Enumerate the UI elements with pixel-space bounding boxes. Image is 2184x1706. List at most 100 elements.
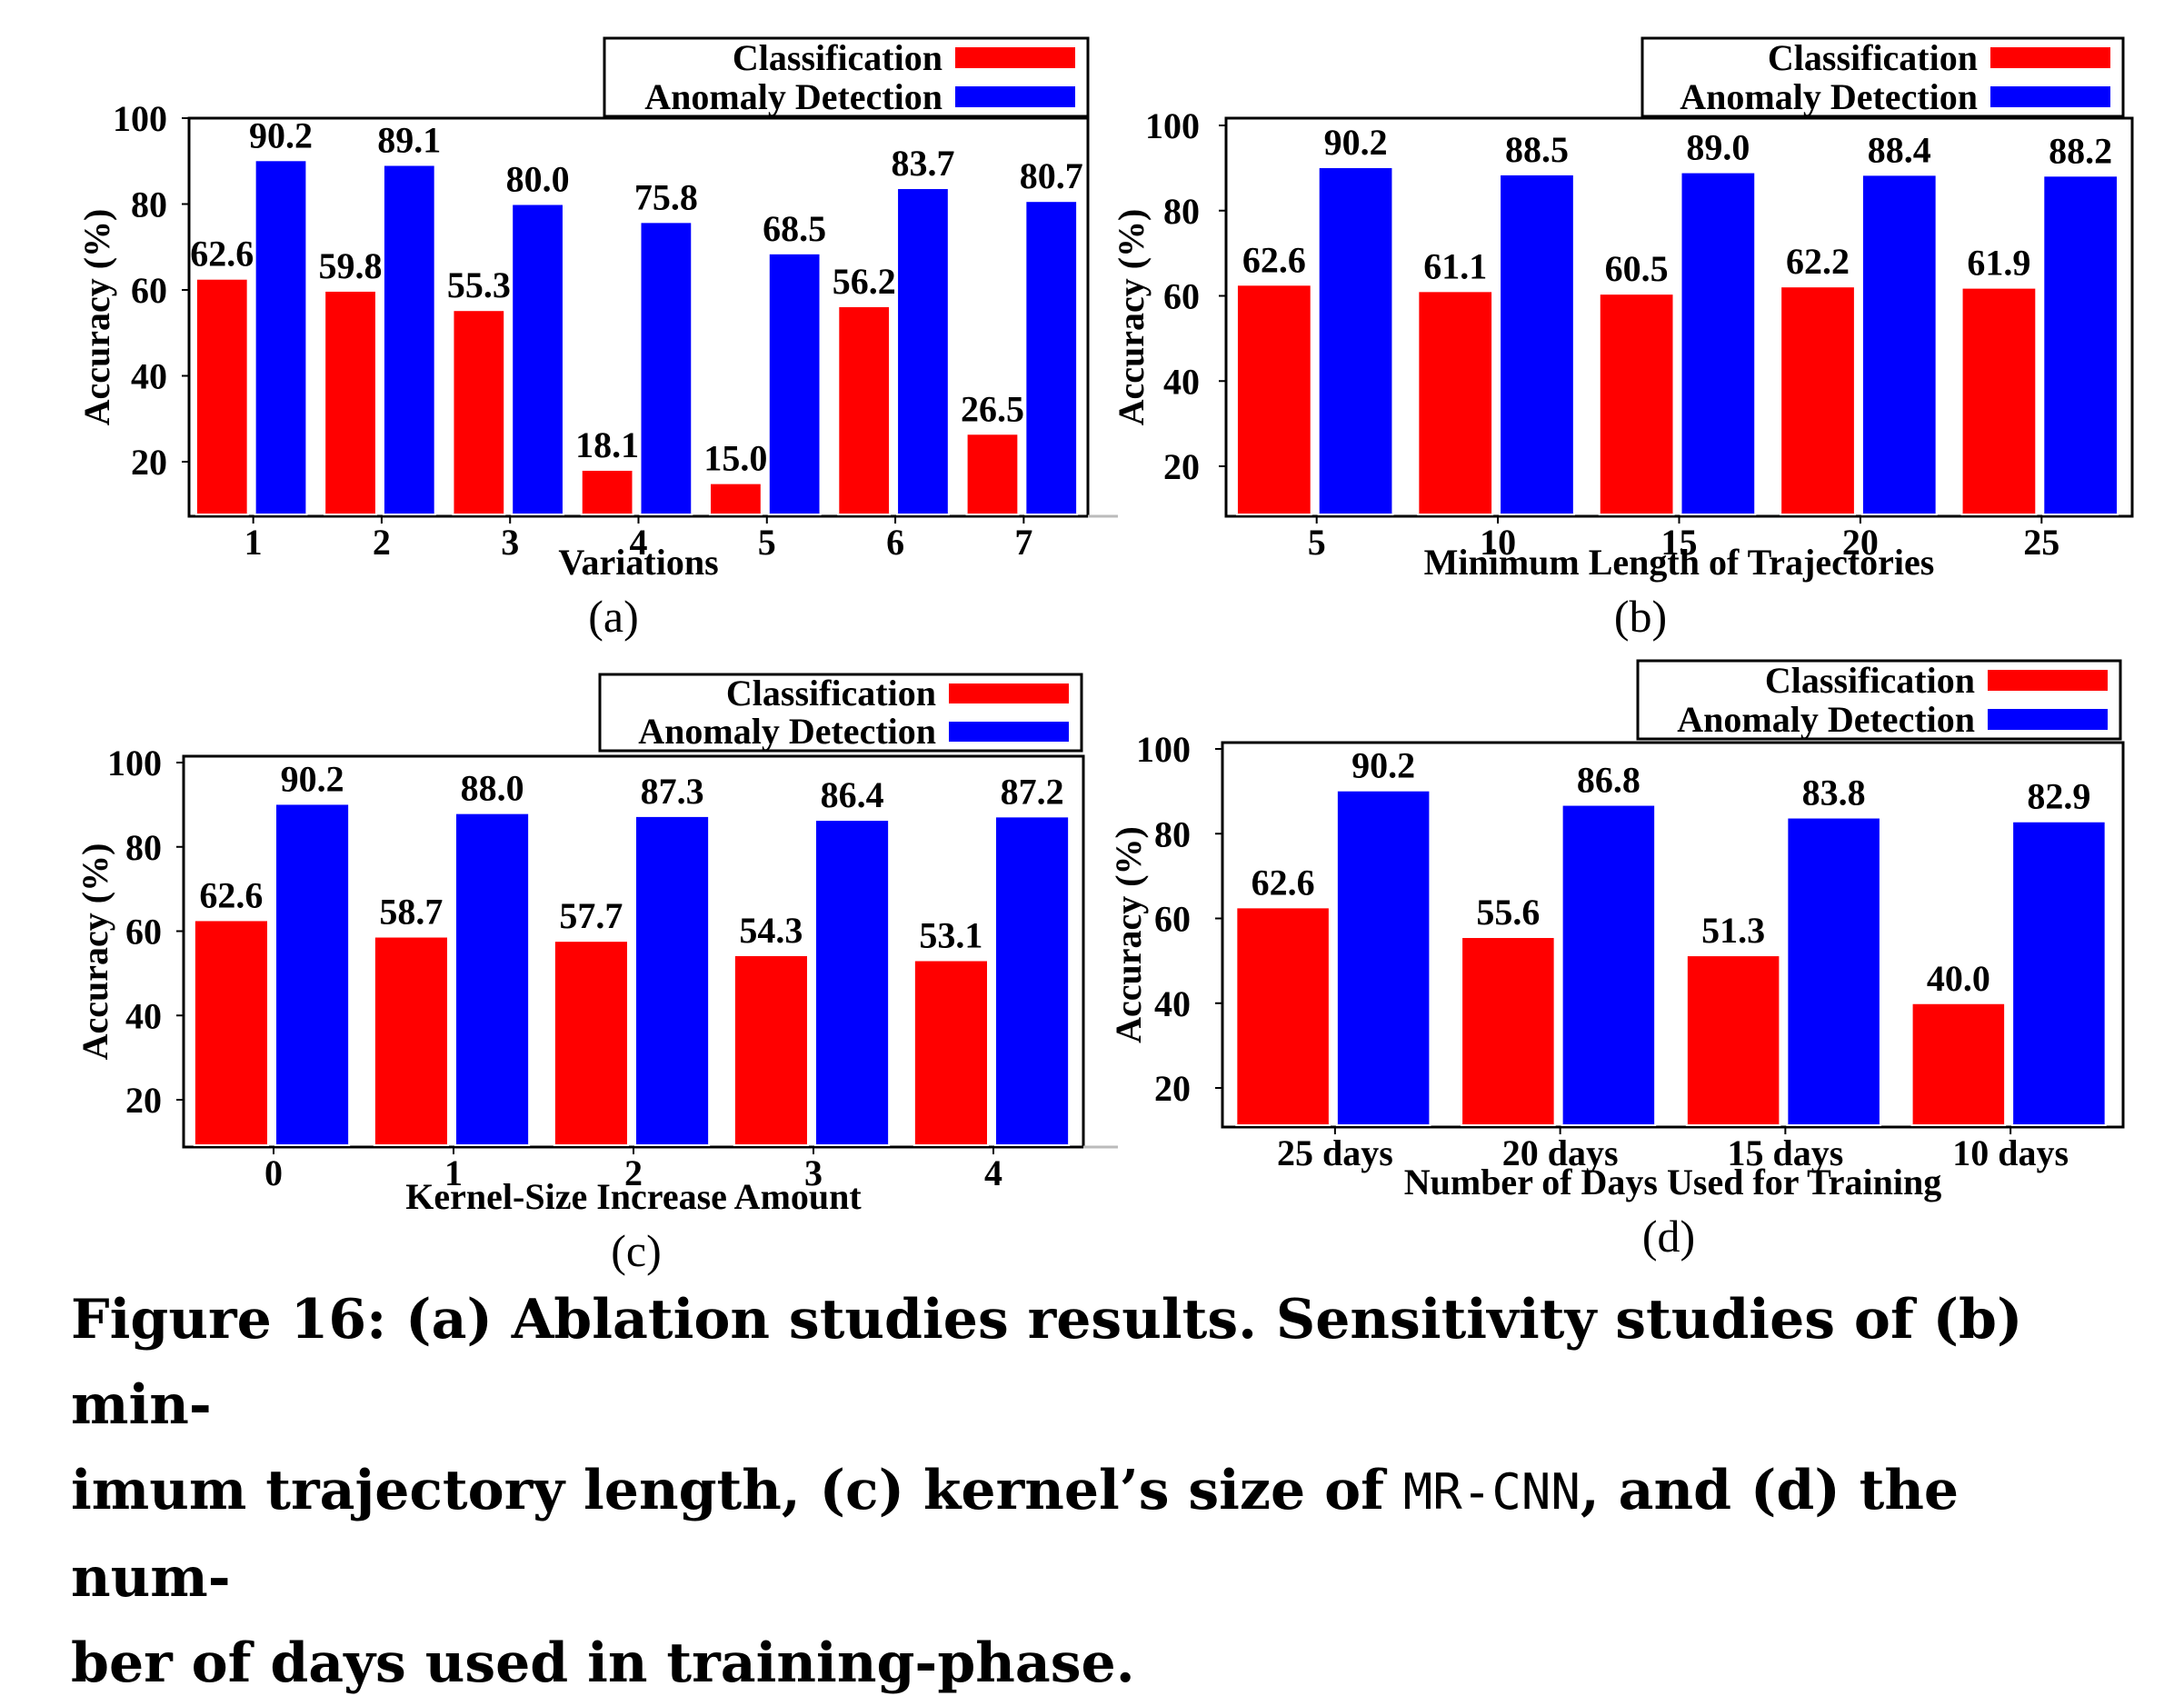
bar-anomaly-detection (1561, 803, 1657, 1126)
legend-swatch (955, 47, 1075, 68)
bar-anomaly-detection (994, 815, 1071, 1146)
legend-label: Anomaly Detection (644, 76, 942, 117)
bar-anomaly-detection (454, 812, 531, 1147)
bar-classification (452, 309, 506, 515)
data-label: 57.7 (559, 895, 623, 936)
x-tick-label: 7 (1014, 522, 1032, 563)
data-label: 62.6 (190, 234, 254, 274)
x-tick-label: 2 (373, 522, 391, 563)
y-tick-label: 40 (125, 995, 162, 1036)
x-tick-label: 0 (264, 1152, 283, 1193)
bar-classification (1235, 284, 1312, 515)
data-label: 90.2 (281, 758, 344, 799)
caption-line-1: Figure 16: (a) Ablation studies results.… (71, 1288, 2023, 1437)
data-label: 89.0 (1686, 127, 1750, 168)
data-label: 62.6 (199, 874, 263, 915)
x-tick-label: 10 (1480, 522, 1516, 563)
bar-anomaly-detection (254, 159, 308, 515)
bar-anomaly-detection (1024, 200, 1079, 515)
bar-anomaly-detection (639, 221, 693, 515)
y-tick-label: 100 (1136, 729, 1191, 770)
y-tick-label: 80 (1154, 813, 1191, 854)
x-tick-label: 3 (501, 522, 519, 563)
legend-swatch (1990, 86, 2110, 107)
data-label: 86.4 (821, 774, 884, 815)
data-label: 90.2 (1324, 122, 1388, 163)
data-label: 60.5 (1605, 248, 1669, 289)
bar-classification (965, 433, 1020, 516)
bar-classification (912, 959, 989, 1147)
data-label: 58.7 (379, 892, 443, 933)
bar-classification (324, 289, 377, 515)
x-tick-label: 5 (1308, 522, 1326, 563)
y-tick-label: 60 (125, 912, 162, 953)
bar-anomaly-detection (814, 819, 891, 1146)
bar-classification (1910, 1002, 2007, 1126)
caption-line-2: imum trajectory length, (c) kernel’s siz… (71, 1448, 2134, 1621)
data-label: 89.1 (377, 120, 441, 161)
y-axis-label: Accuracy (%) (76, 209, 117, 426)
data-label: 83.7 (891, 143, 954, 184)
y-tick-label: 20 (131, 442, 167, 483)
legend-swatch (1988, 709, 2108, 730)
legend-swatch (955, 86, 1075, 107)
data-label: 88.0 (461, 768, 524, 809)
x-tick-label: 10 days (1952, 1132, 2069, 1173)
data-label: 53.1 (919, 914, 982, 955)
legend-label: Classification (1765, 660, 1975, 701)
data-label: 82.9 (2027, 776, 2090, 817)
y-tick-label: 60 (131, 270, 167, 311)
bar-anomaly-detection (1499, 173, 1575, 515)
bar-classification (1461, 936, 1556, 1127)
data-label: 87.3 (641, 771, 704, 812)
data-label: 62.6 (1252, 862, 1315, 903)
data-label: 26.5 (961, 388, 1024, 429)
bar-anomaly-detection (1317, 165, 1394, 515)
data-label: 15.0 (703, 438, 767, 479)
data-label: 75.8 (634, 176, 698, 217)
bar-classification (733, 953, 809, 1146)
bar-classification (194, 277, 249, 515)
legend-swatch (1988, 670, 2108, 691)
bar-classification (1960, 286, 2038, 515)
data-label: 55.3 (447, 264, 511, 305)
bar-classification (193, 919, 269, 1146)
x-tick-label: 25 (2023, 522, 2059, 563)
data-label: 55.6 (1476, 892, 1540, 933)
bar-classification (709, 482, 763, 515)
legend-label: Classification (1768, 37, 1978, 78)
x-axis-label: Minimum Length of Trajectories (1424, 542, 1935, 583)
bar-classification (1417, 290, 1494, 515)
data-label: 51.3 (1701, 910, 1765, 951)
bar-anomaly-detection (1786, 816, 1881, 1126)
legend-label: Classification (726, 673, 936, 713)
bar-classification (1685, 954, 1781, 1126)
data-label: 87.2 (1001, 771, 1064, 812)
bar-classification (580, 468, 634, 515)
bar-anomaly-detection (2042, 175, 2119, 515)
bar-anomaly-detection (1860, 174, 1938, 515)
y-tick-label: 60 (1154, 899, 1191, 940)
legend-label: Anomaly Detection (638, 711, 936, 752)
legend-swatch (1990, 47, 2110, 68)
y-axis-label: Accuracy (%) (75, 843, 115, 1061)
y-tick-label: 60 (1163, 276, 1200, 317)
bar-classification (373, 935, 449, 1147)
x-tick-label: 6 (886, 522, 904, 563)
x-tick-label: 20 days (1502, 1132, 1619, 1173)
caption-line-2-text: imum trajectory length, (c) kernel’s siz… (71, 1459, 1403, 1522)
bar-anomaly-detection (2011, 820, 2107, 1126)
y-tick-label: 80 (1163, 191, 1200, 232)
x-tick-label: 1 (444, 1152, 463, 1193)
legend-label: Anomaly Detection (1680, 76, 1978, 117)
bar-anomaly-detection (511, 203, 564, 515)
data-label: 68.5 (763, 208, 826, 249)
chart-b: 100 80 60 40 20 Accuracy (%) 62.6 90.2 5 61.1 88.5… (1111, 36, 2134, 642)
legend-swatch (949, 683, 1069, 703)
panel-label: (c) (611, 1225, 662, 1276)
bar-classification (837, 304, 892, 515)
data-label: 90.2 (1351, 745, 1415, 786)
data-label: 80.7 (1020, 155, 1083, 196)
data-label: 88.2 (2049, 130, 2112, 171)
